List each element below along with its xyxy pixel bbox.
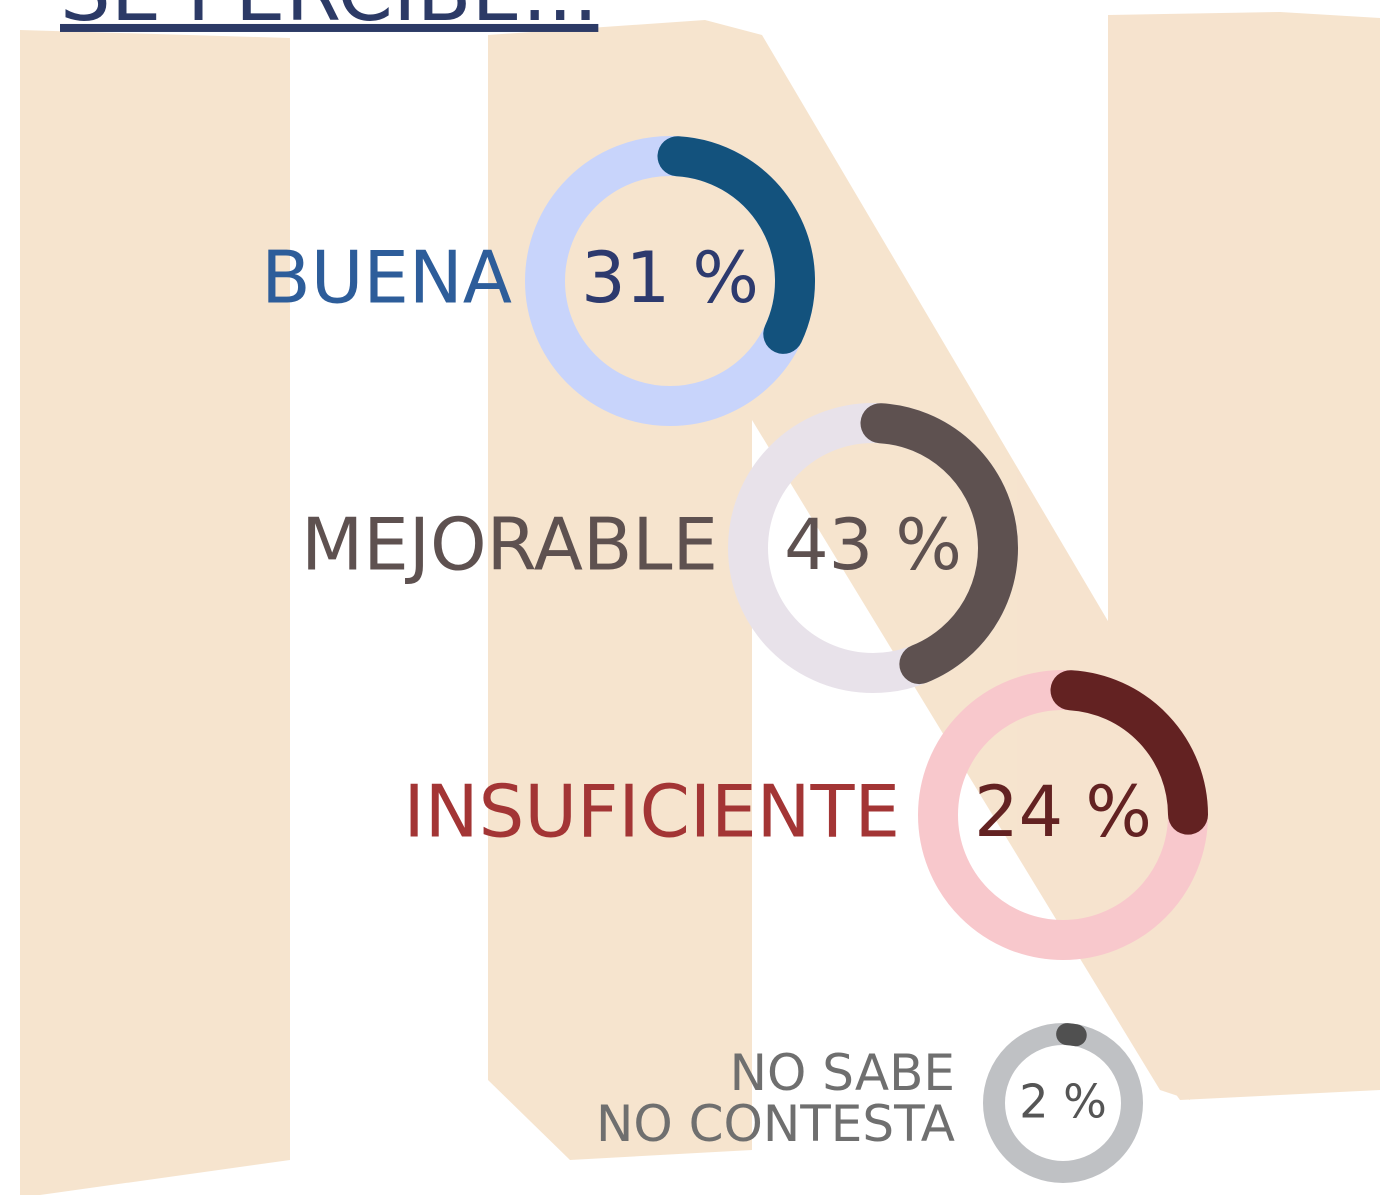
donut-arc — [860, 403, 1018, 685]
donut-value-label: 2 % — [1019, 1075, 1107, 1129]
bg-letter-n — [488, 20, 1190, 1160]
category-label: INSUFICIENTE — [404, 770, 900, 854]
category-label: NO CONTESTA — [596, 1095, 955, 1153]
page-title: SE PERCIBE... — [60, 0, 598, 39]
background-letters — [20, 12, 1380, 1195]
bg-bar — [20, 30, 290, 1195]
donut-arc — [1050, 670, 1209, 835]
category-label: MEJORABLE — [301, 503, 718, 587]
category-label: NO SABE — [730, 1044, 955, 1102]
donut-value-label: 43 % — [784, 504, 962, 586]
donut-arc — [1056, 1023, 1087, 1047]
category-label: BUENA — [261, 236, 512, 320]
donut-value-label: 31 % — [581, 237, 759, 319]
donut-value-label: 24 % — [974, 771, 1152, 853]
donut-arc — [657, 136, 815, 354]
bg-bar — [1108, 12, 1380, 1100]
